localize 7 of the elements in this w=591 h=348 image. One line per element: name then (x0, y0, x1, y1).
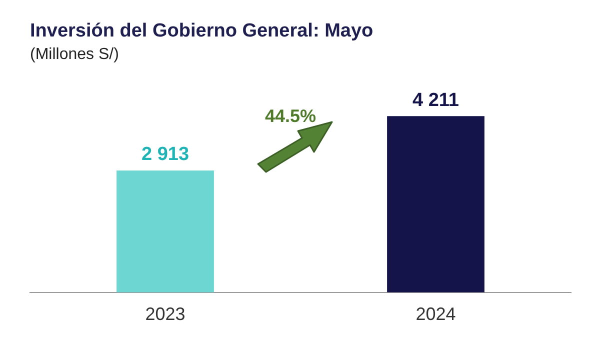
chart-title: Inversión del Gobierno General: Mayo (30, 20, 374, 42)
chart-subtitle: (Millones S/) (30, 46, 119, 63)
x-tick-label: 2024 (416, 304, 456, 324)
data-label: 2 913 (141, 144, 190, 166)
x-tick-label: 2023 (145, 304, 186, 324)
data-label: 4 211 (412, 90, 460, 111)
annotation: 44.5% (264, 106, 316, 126)
